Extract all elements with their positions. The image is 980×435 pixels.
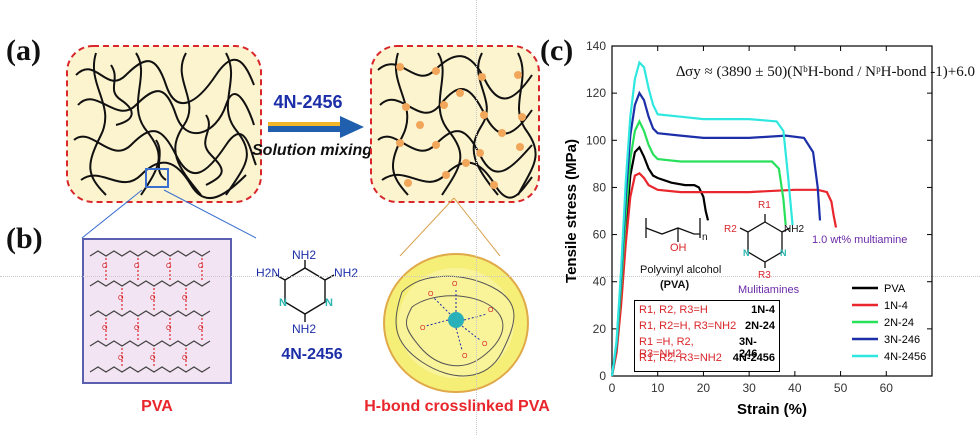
svg-text:O: O [420,325,426,332]
x-tick-label: 20 [697,381,711,395]
crosslinked-hbond-illustration: O O O O O O [383,253,529,393]
svg-text:O: O [102,325,108,332]
x-tick-label: 10 [651,381,665,395]
panel-label-c: (c) [540,34,574,67]
svg-text:O: O [182,295,188,302]
panel-label-a: (a) [6,34,41,67]
zoom-connector-right [399,197,501,256]
svg-text:N: N [743,248,750,258]
zoom-connector-left [81,189,257,239]
svg-text:O: O [134,325,140,332]
nh2-right-label: NH2 [334,266,359,280]
svg-text:O: O [166,325,172,332]
crosslinked-network-illustration [370,45,540,203]
pva-name-label: Polyvinyl alcohol [640,264,722,276]
legend-label: 4N-2456 [884,351,926,363]
legend-label: 1N-4 [884,300,908,312]
substituent-table: R1, R2, R3=H 1N-4 R1, R2=H, R3=NH2 2N-24… [634,300,780,372]
yield-equation: ∆σy ≈ (3890 ± 50)(NᵇH-bond / NᵖH-bond -1… [676,64,975,80]
x-tick-label: 60 [880,381,894,395]
svg-text:O: O [118,295,124,302]
plot-frame [611,45,933,377]
arrow-process-label: Solution mixing [252,142,372,159]
y-tick-label: 120 [586,86,606,100]
svg-text:O: O [198,325,204,332]
crosslinked-caption: H-bond crosslinked PVA [364,398,550,415]
svg-text:O: O [452,281,458,288]
pva-n-label: n [702,232,708,243]
substituent-row: R1, R2=H, R3=NH2 2N-24 [639,320,775,332]
x-tick-label: 0 [609,381,616,395]
divider-horizontal [0,276,980,277]
pva-structure-icon [645,218,701,242]
svg-text:O: O [150,355,156,362]
divider-vertical [476,0,477,435]
svg-text:O: O [166,263,172,270]
svg-text:O: O [482,341,488,348]
pva-abbrev-label: (PVA) [660,279,690,291]
r3-label: R3 [758,270,771,281]
svg-text:O: O [134,263,140,270]
legend-label: 3N-246 [884,334,920,346]
svg-text:O: O [102,263,108,270]
svg-text:O: O [462,353,468,360]
y-tick-label: 40 [593,275,607,289]
x-tick-label: 30 [742,381,756,395]
ring-nh2-label: NH2 [784,224,805,235]
svg-text:N: N [279,297,287,309]
pva-hbond-illustration: O O O O O O O O O O O O O O [82,238,232,384]
y-tick-label: 100 [586,133,606,147]
nh2-top-label: NH2 [292,248,317,262]
r1-label: R1 [758,200,771,211]
svg-text:O: O [150,295,156,302]
pva-caption: PVA [141,398,173,415]
substituent-row: R1, R2, R3=H 1N-4 [639,304,775,316]
svg-text:O: O [118,355,124,362]
svg-text:N: N [780,248,787,258]
series-line-1n-4 [610,171,838,377]
legend-label: PVA [884,283,906,295]
series-line-4n-2456 [610,60,794,377]
x-axis-label: Strain (%) [737,401,807,418]
pva-oh-label: OH [670,242,687,254]
svg-text:O: O [182,355,188,362]
svg-text:O: O [488,307,494,314]
y-tick-label: 60 [593,228,607,242]
r2-label: R2 [724,224,737,235]
y-tick-label: 80 [593,180,607,194]
process-arrow [268,116,364,138]
svg-text:O: O [198,263,204,270]
arrow-molecule-label: 4N-2456 [273,92,343,112]
pva-network-illustration [66,45,262,203]
y-axis-label: Tensile stress (MPa) [563,139,580,283]
svg-text:N: N [325,297,333,309]
x-tick-label: 50 [834,381,848,395]
substituent-row: R1, R2, R3=NH2 4N-2456 [639,352,775,364]
nh2-bottom-label: NH2 [292,322,317,336]
tensile-chart: 0 20 40 60 80 100 120 140 0 10 20 30 40 50 60 Strain (%… [563,39,933,418]
y-tick-label: 0 [599,369,606,383]
y-tick-label: 140 [586,39,606,53]
svg-text:O: O [428,291,434,298]
x-tick-label: 40 [788,381,802,395]
annotation-label: 1.0 wt% multiamine [812,234,908,246]
legend-label: 2N-24 [884,317,914,329]
molecule-name-caption: 4N-2456 [281,346,343,363]
y-tick-label: 20 [593,322,607,336]
substituent-row: R1 =H, R2, R3=NH2 3N-246 [639,336,758,360]
panel-label-b: (b) [6,222,43,255]
nh2-left-label: H2N [256,266,281,280]
multiamine-label: Mulitiamines [738,284,800,296]
